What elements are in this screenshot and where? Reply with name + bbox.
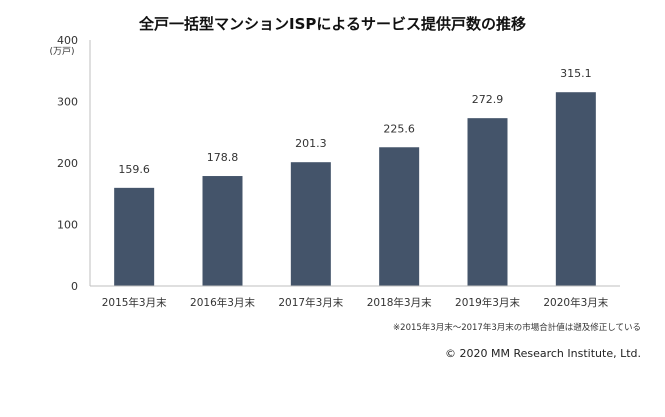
x-axis: 2015年3月末 2016年3月末 2017年3月末 2018年3月末 2019年3月末… [90, 285, 620, 309]
x-tick-label: 2016年3月末 [190, 296, 255, 309]
bar-value-label: 272.9 [472, 93, 504, 106]
x-tick-label: 2018年3月末 [367, 296, 432, 309]
x-tick-label: 2015年3月末 [102, 296, 167, 309]
bar-value-label: 315.1 [560, 67, 592, 80]
footnote: ※2015年3月末～2017年3月末の市場合計値は遡及修正している [393, 323, 641, 333]
bar [379, 147, 420, 286]
y-tick-label: 400 [57, 34, 78, 47]
x-tick-label: 2019年3月末 [455, 296, 520, 309]
bar-value-label: 178.8 [207, 151, 239, 164]
bar-value-label: 159.6 [118, 163, 150, 176]
y-tick-label: 100 [57, 219, 78, 232]
bars: 159.6 178.8 201.3 225.6 272.9 315.1 [114, 67, 596, 286]
bar-value-label: 225.6 [383, 122, 415, 135]
y-tick-label: 200 [57, 157, 78, 170]
y-axis-unit-label: (万戸) [49, 46, 74, 57]
bar [290, 162, 331, 286]
bar [114, 187, 155, 286]
y-tick-label: 0 [71, 280, 78, 293]
chart-title: 全戸一括型マンションISPによるサービス提供戸数の推移 [139, 15, 526, 33]
x-tick-label: 2020年3月末 [543, 296, 608, 309]
bar-value-label: 201.3 [295, 137, 327, 150]
bar [202, 176, 243, 286]
bar [555, 92, 596, 286]
y-tick-label: 300 [57, 96, 78, 109]
x-tick-label: 2017年3月末 [278, 296, 343, 309]
y-axis: 0 100 200 300 400(万戸) [49, 34, 91, 293]
bar [467, 118, 508, 286]
copyright: © 2020 MM Research Institute, Ltd. [444, 347, 641, 360]
